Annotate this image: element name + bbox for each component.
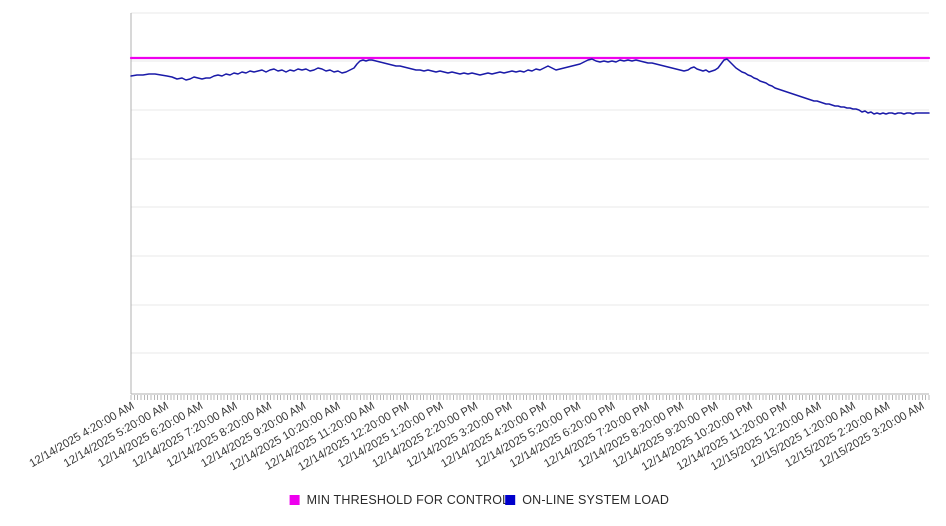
series-on-line-system-load [130,58,930,115]
series-layer [129,56,931,115]
legend-swatch-1 [289,495,300,505]
legend-label-1: MIN THRESHOLD FOR CONTROL [307,493,510,507]
legend-label-2: ON-LINE SYSTEM LOAD [522,493,669,507]
chart-legend: MIN THRESHOLD FOR CONTROL ON-LINE SYSTEM … [289,493,669,507]
legend-swatch-2 [505,495,516,505]
x-axis-tick-marks [130,395,930,400]
